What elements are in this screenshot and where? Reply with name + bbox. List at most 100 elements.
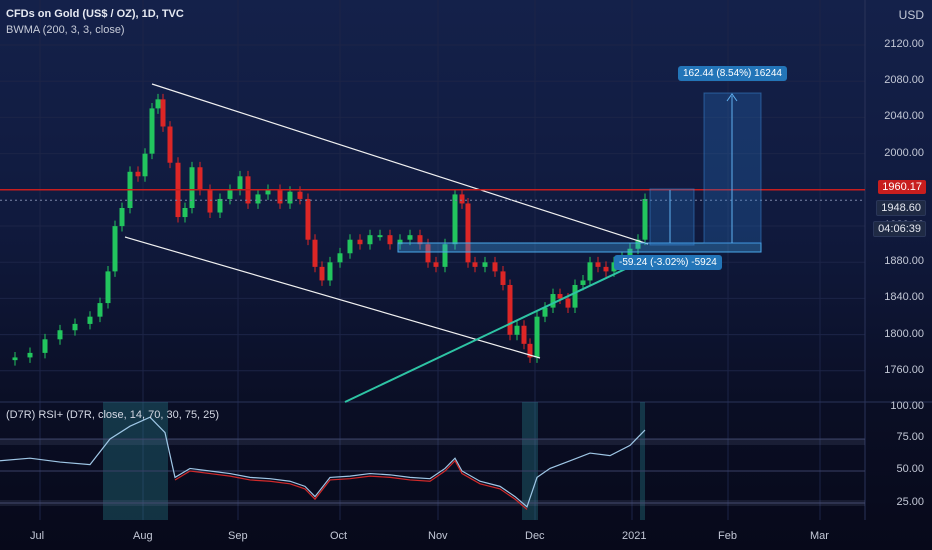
candle bbox=[565, 298, 571, 308]
candle bbox=[182, 208, 188, 218]
rsi-tick: 50.00 bbox=[896, 463, 924, 475]
candle bbox=[407, 235, 413, 240]
candle bbox=[112, 226, 118, 272]
month-label: Mar bbox=[810, 530, 829, 542]
candle bbox=[135, 171, 141, 177]
candle bbox=[482, 262, 488, 267]
candle bbox=[237, 176, 243, 190]
candle bbox=[207, 189, 213, 213]
rsi-line bbox=[0, 416, 646, 508]
candle bbox=[387, 235, 393, 245]
candle bbox=[87, 316, 93, 324]
candle bbox=[12, 357, 18, 361]
price-tick: 2000.00 bbox=[884, 146, 924, 159]
candle bbox=[603, 266, 609, 272]
candle bbox=[572, 284, 578, 308]
candle bbox=[265, 189, 271, 195]
month-label: Dec bbox=[525, 530, 545, 542]
candle bbox=[642, 198, 648, 240]
price-tick: 1840.00 bbox=[884, 291, 924, 304]
symbol-title: CFDs on Gold (US$ / OZ), 1D, TVC bbox=[6, 8, 184, 20]
month-label: Nov bbox=[428, 530, 448, 542]
candle bbox=[287, 191, 293, 204]
candle bbox=[635, 239, 641, 249]
support-zone bbox=[397, 242, 762, 253]
month-label: 2021 bbox=[622, 530, 647, 542]
candle bbox=[217, 198, 223, 213]
rsi-overbought-zone bbox=[103, 402, 168, 520]
candle bbox=[459, 194, 465, 204]
measure-up-label[interactable]: 162.44 (8.54%) 16244 bbox=[678, 66, 787, 81]
candle bbox=[367, 235, 373, 245]
month-label: Jul bbox=[30, 530, 45, 542]
price-tick: 2080.00 bbox=[884, 74, 924, 87]
candle bbox=[312, 239, 318, 267]
candle bbox=[319, 266, 325, 281]
candle bbox=[42, 339, 48, 353]
candle bbox=[327, 262, 333, 281]
indicator-label[interactable]: BWMA (200, 3, 3, close) bbox=[6, 24, 125, 36]
candle bbox=[57, 330, 63, 340]
currency-label[interactable]: USD bbox=[898, 8, 924, 22]
candle bbox=[580, 280, 586, 285]
candle bbox=[425, 244, 431, 263]
candle bbox=[452, 194, 458, 245]
candle bbox=[97, 303, 103, 317]
candle bbox=[587, 262, 593, 281]
rsi-tick: 75.00 bbox=[896, 431, 924, 443]
candle bbox=[442, 244, 448, 267]
candle bbox=[227, 189, 233, 199]
candle bbox=[305, 198, 311, 240]
candle bbox=[465, 203, 471, 263]
candle bbox=[167, 126, 173, 163]
candle bbox=[189, 167, 195, 208]
candle bbox=[155, 99, 161, 109]
candle bbox=[357, 239, 363, 245]
rsi-recent-zone bbox=[640, 402, 645, 520]
candle bbox=[557, 294, 563, 299]
candle bbox=[417, 235, 423, 245]
candle bbox=[627, 248, 633, 258]
candle bbox=[197, 167, 203, 190]
price-tick: 2040.00 bbox=[884, 110, 924, 123]
candle bbox=[119, 208, 125, 227]
candle bbox=[347, 239, 353, 254]
rsi-tick: 25.00 bbox=[896, 496, 924, 508]
candle bbox=[542, 307, 548, 317]
candle bbox=[105, 271, 111, 304]
rsi-indicator-label[interactable]: (D7R) RSI+ (D7R, close, 14, 70, 30, 75, … bbox=[6, 409, 220, 421]
candle bbox=[377, 235, 383, 238]
measure-down-label[interactable]: -59.24 (-3.02%) -5924 bbox=[614, 255, 722, 270]
price-tick: 1800.00 bbox=[884, 327, 924, 340]
candle bbox=[160, 99, 166, 127]
rsi-bear-line bbox=[174, 459, 528, 510]
price-tick: 1760.00 bbox=[884, 363, 924, 376]
candle bbox=[492, 262, 498, 272]
candle bbox=[397, 239, 403, 245]
candle bbox=[255, 194, 261, 204]
bar-countdown-tag: 04:06:39 bbox=[873, 221, 926, 237]
month-label: Sep bbox=[228, 530, 248, 542]
level-price-tag: 1960.17 bbox=[878, 180, 926, 194]
channel-lower-line bbox=[124, 236, 541, 359]
rsi-tick: 100.00 bbox=[890, 400, 924, 412]
month-label: Oct bbox=[330, 530, 348, 542]
candle bbox=[72, 323, 78, 331]
candle bbox=[595, 262, 601, 267]
candle bbox=[297, 191, 303, 199]
candle bbox=[277, 189, 283, 204]
candle bbox=[27, 352, 33, 358]
rsi-oversold-zone bbox=[522, 402, 538, 520]
candle bbox=[534, 316, 540, 358]
support-trendline bbox=[344, 261, 641, 403]
candle bbox=[149, 108, 155, 154]
measure-down-box bbox=[649, 188, 695, 246]
price-tick: 1880.00 bbox=[884, 255, 924, 268]
candle bbox=[527, 343, 533, 358]
last-price-tag: 1948.60 bbox=[876, 200, 926, 216]
month-label: Aug bbox=[133, 530, 153, 542]
rsi-band bbox=[0, 500, 865, 506]
candle bbox=[472, 262, 478, 267]
